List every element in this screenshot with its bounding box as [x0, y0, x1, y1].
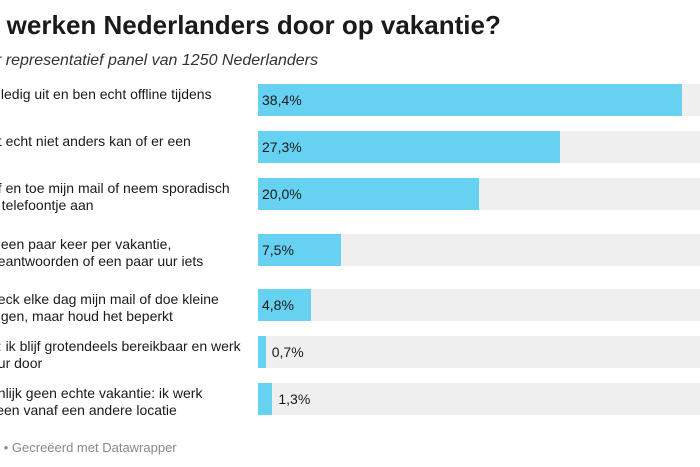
- category-label-line: k een paar keer per vakantie,: [0, 236, 172, 252]
- value-label: 1,3%: [278, 391, 311, 407]
- category-label-line: beantwoorden of een paar uur iets: [0, 253, 204, 269]
- value-label: 20,0%: [262, 186, 302, 202]
- category-label: k een paar keer per vakantie, beantwoorde…: [0, 236, 252, 270]
- bar: [258, 131, 560, 163]
- bar: [258, 84, 683, 116]
- bar-track: [258, 336, 700, 368]
- category-label: olledig uit en ben echt offline tijdens: [0, 86, 252, 120]
- category-label: et echt niet anders kan of er een: [0, 133, 252, 167]
- bar-track: [258, 289, 700, 321]
- category-label-line: d: ik blijf grotendeels bereikbaar en we…: [0, 338, 241, 354]
- category-label-line: af en toe mijn mail of neem sporadisch: [0, 180, 230, 196]
- category-label: af en toe mijn mail of neem sporadisch d …: [0, 180, 252, 214]
- category-label-line: [0, 103, 252, 120]
- value-label: 0,7%: [271, 344, 304, 360]
- value-label: 4,8%: [262, 297, 294, 313]
- category-label-line: et echt niet anders kan of er een: [0, 133, 191, 149]
- category-label-line: olledig uit en ben echt offline tijdens: [0, 86, 212, 102]
- category-label-line: lleen vanaf een andere locatie: [0, 402, 177, 418]
- value-label: 7,5%: [262, 242, 294, 258]
- category-label: d: ik blijf grotendeels bereikbaar en we…: [0, 338, 252, 372]
- value-label: 27,3%: [262, 139, 302, 155]
- bar: [258, 178, 479, 210]
- category-label-line: heck elke dag mijn mail of doe kleine: [0, 291, 219, 307]
- category-label: enlijk geen echte vakantie: ik werk lleen…: [0, 385, 252, 419]
- bar: [258, 336, 266, 368]
- value-label: 38,4%: [262, 92, 302, 108]
- category-label-line: enlijk geen echte vakantie: ik werk: [0, 385, 203, 401]
- category-label-line: ingen, maar houd het beperkt: [0, 308, 173, 324]
- category-label-line: [0, 150, 252, 167]
- bar: [258, 289, 312, 321]
- category-label-line: d telefoontje aan: [0, 197, 94, 213]
- bar: [258, 383, 273, 415]
- chart-footer: nl • Gecreëerd met Datawrapper: [0, 440, 177, 455]
- bar-track: [258, 383, 700, 415]
- category-label: heck elke dag mijn mail of doe kleine ing…: [0, 291, 252, 325]
- category-label-line: uur door: [0, 355, 43, 371]
- chart-title: e werken Nederlanders door op vakantie?: [0, 10, 501, 40]
- chart-subtitle: r representatief panel van 1250 Nederlan…: [0, 52, 318, 69]
- bar: [258, 234, 341, 266]
